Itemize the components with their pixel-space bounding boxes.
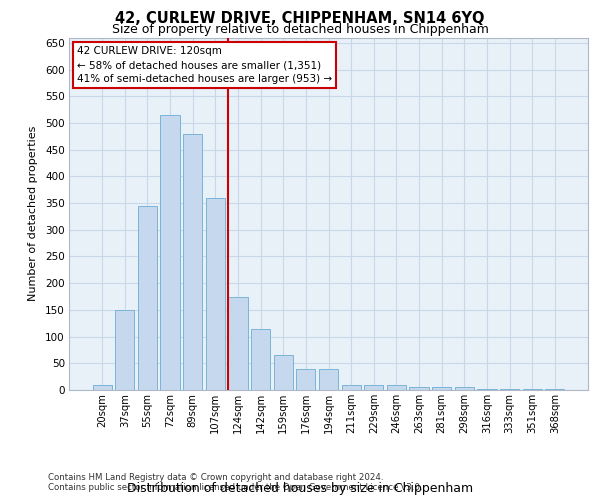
Bar bbox=[319, 368, 338, 390]
Text: Contains HM Land Registry data © Crown copyright and database right 2024.: Contains HM Land Registry data © Crown c… bbox=[48, 472, 383, 482]
Bar bbox=[160, 115, 180, 390]
Text: 42, CURLEW DRIVE, CHIPPENHAM, SN14 6YQ: 42, CURLEW DRIVE, CHIPPENHAM, SN14 6YQ bbox=[115, 11, 485, 26]
Y-axis label: Number of detached properties: Number of detached properties bbox=[28, 126, 38, 302]
Bar bbox=[115, 310, 134, 390]
Text: Contains public sector information licensed under the Open Government Licence v3: Contains public sector information licen… bbox=[48, 482, 422, 492]
Bar bbox=[138, 206, 157, 390]
Bar bbox=[341, 384, 361, 390]
Bar bbox=[251, 328, 270, 390]
Bar bbox=[183, 134, 202, 390]
Bar bbox=[523, 389, 542, 390]
Bar bbox=[206, 198, 225, 390]
Text: Distribution of detached houses by size in Chippenham: Distribution of detached houses by size … bbox=[127, 482, 473, 495]
Bar bbox=[229, 296, 248, 390]
Bar bbox=[545, 389, 565, 390]
Bar bbox=[296, 368, 316, 390]
Bar bbox=[409, 388, 428, 390]
Bar bbox=[477, 389, 497, 390]
Bar bbox=[274, 356, 293, 390]
Bar bbox=[92, 384, 112, 390]
Bar bbox=[364, 384, 383, 390]
Text: Size of property relative to detached houses in Chippenham: Size of property relative to detached ho… bbox=[112, 22, 488, 36]
Bar bbox=[432, 388, 451, 390]
Bar bbox=[500, 389, 519, 390]
Text: 42 CURLEW DRIVE: 120sqm
← 58% of detached houses are smaller (1,351)
41% of semi: 42 CURLEW DRIVE: 120sqm ← 58% of detache… bbox=[77, 46, 332, 84]
Bar bbox=[455, 388, 474, 390]
Bar bbox=[387, 384, 406, 390]
